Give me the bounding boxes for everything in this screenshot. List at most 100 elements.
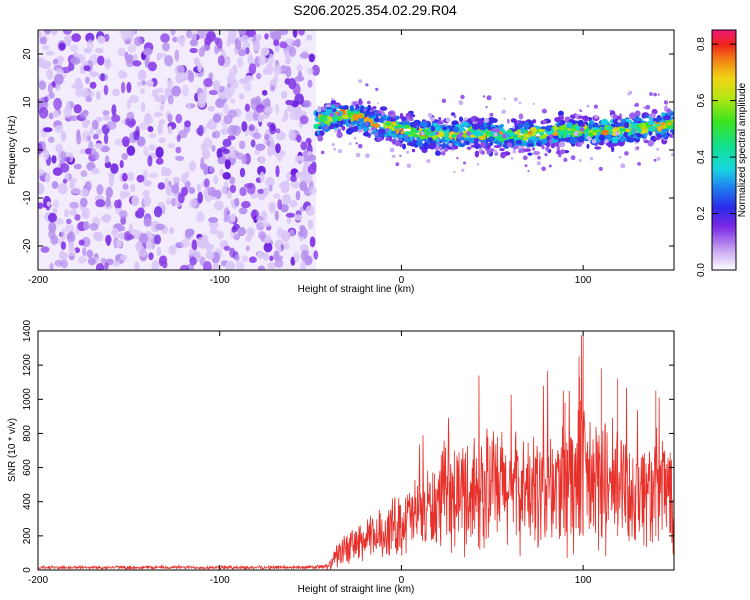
y-tick-label: 0 bbox=[22, 147, 33, 153]
noise-blob bbox=[237, 57, 244, 68]
signal-blob bbox=[398, 134, 404, 139]
x-tick-label: -100 bbox=[210, 275, 230, 286]
signal-blob bbox=[338, 105, 345, 110]
noise-blob bbox=[126, 145, 136, 156]
signal-blob bbox=[432, 135, 437, 140]
noise-blob bbox=[73, 104, 82, 114]
signal-speck bbox=[456, 134, 461, 139]
signal-speck bbox=[456, 157, 459, 160]
signal-speck bbox=[464, 117, 468, 121]
noise-blob bbox=[151, 88, 159, 98]
noise-blob bbox=[273, 193, 281, 199]
signal-speck bbox=[518, 101, 522, 105]
noise-blob bbox=[43, 96, 49, 103]
signal-blob bbox=[550, 132, 559, 136]
signal-blob bbox=[514, 120, 518, 126]
noise-blob bbox=[298, 30, 305, 36]
noise-blob bbox=[259, 171, 265, 183]
signal-blob bbox=[332, 108, 337, 112]
signal-blob bbox=[385, 137, 390, 142]
signal-blob bbox=[523, 122, 530, 129]
signal-speck bbox=[502, 133, 507, 139]
noise-blob bbox=[136, 174, 145, 183]
noise-blob bbox=[299, 115, 309, 125]
noise-blob bbox=[201, 44, 211, 52]
noise-blob bbox=[57, 183, 68, 195]
noise-blob bbox=[276, 131, 286, 141]
noise-blob bbox=[60, 163, 70, 173]
noise-blob bbox=[164, 177, 169, 189]
noise-blob bbox=[276, 244, 283, 254]
signal-speck bbox=[363, 108, 367, 112]
noise-blob bbox=[97, 55, 105, 66]
signal-blob bbox=[538, 128, 546, 133]
noise-blob bbox=[95, 91, 101, 100]
signal-blob bbox=[419, 135, 426, 140]
noise-blob bbox=[294, 75, 305, 82]
colorbar: 0.0 0.2 0.4 0.6 0.8 Normalized spectral ampl… bbox=[696, 29, 748, 277]
signal-speck bbox=[445, 123, 449, 127]
noise-blob bbox=[147, 126, 154, 133]
signal-blob bbox=[360, 122, 366, 129]
signal-blob bbox=[491, 118, 498, 123]
noise-blob bbox=[211, 144, 216, 152]
signal-blob bbox=[493, 144, 502, 149]
noise-blob bbox=[110, 163, 119, 174]
noise-blob bbox=[175, 146, 182, 154]
signal-speck bbox=[579, 109, 583, 113]
noise-blob bbox=[38, 107, 49, 119]
noise-blob bbox=[306, 34, 313, 41]
signal-blob bbox=[527, 131, 533, 135]
noise-blob bbox=[48, 212, 57, 223]
noise-blob bbox=[255, 143, 266, 151]
noise-blob bbox=[311, 161, 317, 170]
noise-blob bbox=[222, 148, 230, 155]
noise-blob bbox=[193, 57, 200, 66]
noise-blob bbox=[267, 262, 277, 270]
noise-blob bbox=[186, 30, 193, 39]
noise-blob bbox=[235, 39, 242, 51]
noise-blob bbox=[119, 190, 127, 200]
noise-blob bbox=[114, 199, 121, 209]
signal-speck bbox=[430, 116, 435, 122]
noise-blob bbox=[69, 201, 79, 209]
signal-blob bbox=[466, 146, 472, 150]
signal-blob bbox=[522, 137, 528, 141]
signal-blob bbox=[654, 136, 660, 141]
noise-blob bbox=[55, 218, 64, 225]
signal-blob bbox=[553, 125, 559, 131]
signal-blob bbox=[461, 121, 469, 127]
signal-blob bbox=[558, 141, 566, 148]
noise-blob bbox=[60, 228, 67, 241]
signal-blob bbox=[442, 126, 448, 131]
y-tick-label: 800 bbox=[22, 425, 33, 442]
noise-blob bbox=[105, 234, 112, 245]
signal-blob bbox=[317, 135, 324, 142]
signal-blob bbox=[378, 117, 385, 123]
noise-blob bbox=[169, 227, 174, 234]
signal-blob bbox=[559, 122, 565, 126]
noise-blob bbox=[279, 41, 288, 49]
signal-blob bbox=[356, 121, 361, 127]
noise-blob bbox=[171, 85, 182, 97]
noise-blob bbox=[121, 81, 126, 94]
signal-blob bbox=[319, 115, 326, 122]
signal-speck bbox=[573, 131, 579, 137]
signal-blob bbox=[341, 125, 346, 131]
noise-blob bbox=[111, 114, 121, 123]
signal-blob bbox=[339, 122, 344, 128]
signal-blob bbox=[516, 129, 521, 134]
signal-blob bbox=[518, 113, 524, 120]
noise-blob bbox=[47, 82, 53, 94]
noise-blob bbox=[296, 64, 303, 72]
noise-blob bbox=[269, 255, 274, 262]
noise-blob bbox=[71, 33, 81, 42]
signal-blob bbox=[662, 115, 671, 121]
signal-blob bbox=[586, 143, 590, 149]
noise-blob bbox=[240, 34, 249, 43]
signal-speck bbox=[586, 135, 591, 141]
noise-blob bbox=[203, 261, 212, 270]
noise-blob bbox=[234, 197, 240, 207]
